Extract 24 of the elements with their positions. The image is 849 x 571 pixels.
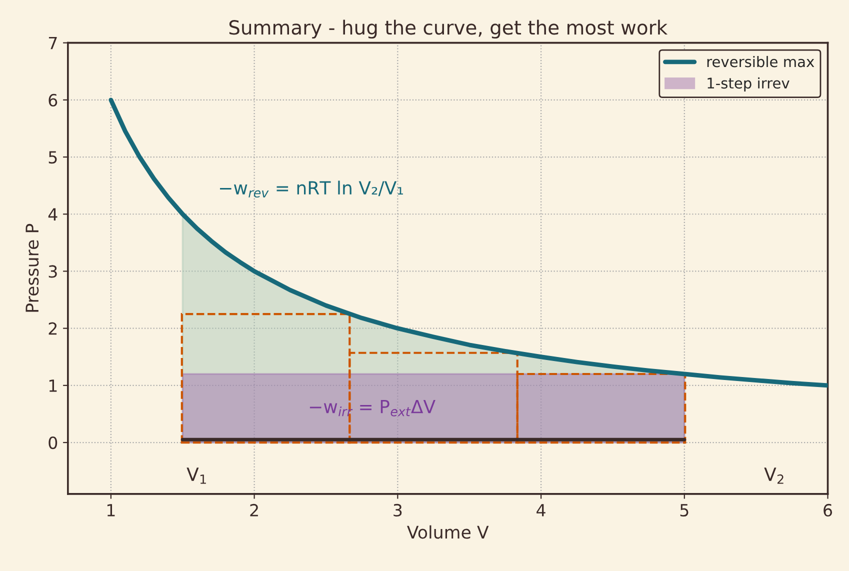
x-tick-label: 4 bbox=[536, 504, 546, 516]
x-tick-label: 1 bbox=[107, 504, 115, 516]
chart-title: Summary - hug the curve, get the most work bbox=[229, 20, 668, 39]
legend-label: reversible max bbox=[707, 56, 814, 68]
x-tick-label: 6 bbox=[824, 504, 832, 517]
legend-label: 1-step irrev bbox=[708, 77, 790, 92]
x-axis-title: Volume V bbox=[407, 525, 489, 539]
y-tick-label: 5 bbox=[48, 151, 57, 164]
annotation: −w$_{rev}$ = nRT ln V₂/V₁ bbox=[220, 180, 403, 198]
annotation: −w$_{irr}$ = P$_{ext}$ΔV bbox=[310, 400, 436, 416]
y-tick-label: 1 bbox=[49, 380, 57, 392]
annotation: V$_{1}$ bbox=[186, 468, 206, 484]
y-tick-label: 4 bbox=[48, 208, 58, 220]
y-tick-label: 6 bbox=[48, 94, 58, 106]
line-series bbox=[108, 98, 828, 388]
x-tick-label: 5 bbox=[680, 504, 688, 517]
annotation: V$_{2}$ bbox=[764, 468, 784, 484]
y-tick-label: 0 bbox=[48, 436, 58, 450]
y-tick-label: 3 bbox=[48, 265, 57, 278]
x-tick-label: 3 bbox=[394, 504, 402, 517]
y-axis-title: Pressure P bbox=[26, 224, 39, 312]
x-tick-label: 2 bbox=[250, 504, 258, 516]
y-tick-label: 2 bbox=[48, 322, 57, 335]
y-tick-label: 7 bbox=[48, 37, 57, 50]
